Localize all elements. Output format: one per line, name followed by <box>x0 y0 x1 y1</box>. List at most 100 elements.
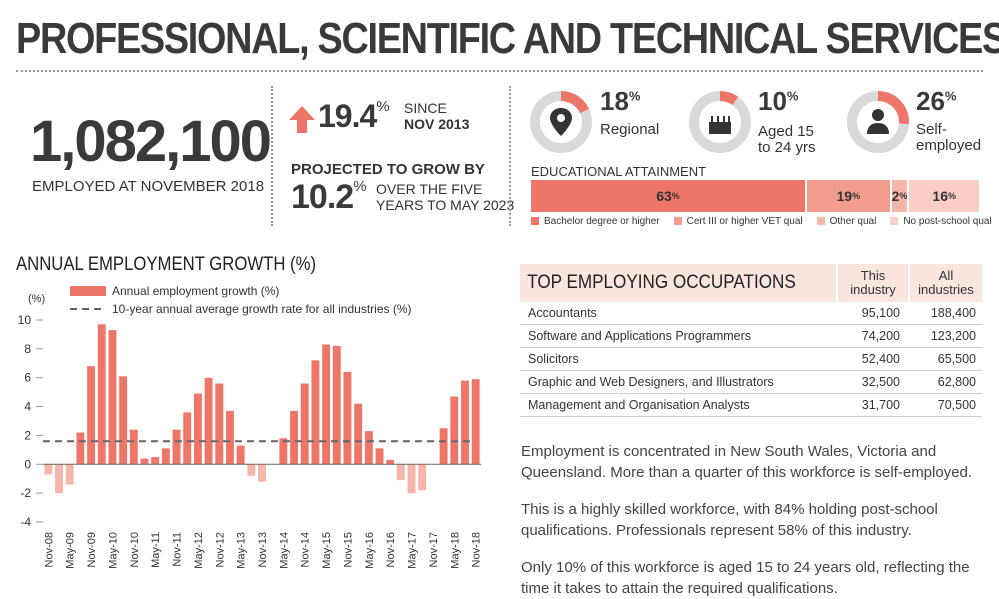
col-all-industries: All industries <box>908 264 982 302</box>
chart-bar <box>141 459 149 465</box>
divider <box>271 86 273 226</box>
y-tick-label: 10 <box>18 313 32 327</box>
chart-bar <box>247 464 255 476</box>
chart-bar <box>440 428 448 464</box>
y-tick-label: 2 <box>24 428 31 442</box>
divider <box>509 86 511 226</box>
x-tick-label: May-16 <box>364 532 376 569</box>
x-tick-label: May-10 <box>107 532 119 569</box>
chart-bar <box>386 460 394 464</box>
up-arrow-icon <box>287 104 317 134</box>
chart-bar <box>226 411 234 464</box>
all-industries-value: 123,200 <box>904 329 982 343</box>
legend-swatch-bars <box>70 286 106 296</box>
this-industry-value: 32,500 <box>830 375 904 389</box>
all-industries-value: 65,500 <box>904 352 982 366</box>
chart-bar <box>44 464 52 474</box>
youth-pct: 10% <box>758 86 798 117</box>
paragraph: Employment is concentrated in New South … <box>521 441 981 483</box>
x-tick-label: May-18 <box>449 532 461 569</box>
this-industry-value: 74,200 <box>830 329 904 343</box>
legend-label: Annual employment growth (%) <box>112 284 279 298</box>
x-tick-label: Nov-14 <box>300 532 312 567</box>
all-industries-value: 188,400 <box>904 306 982 320</box>
this-industry-value: 95,100 <box>830 306 904 320</box>
youth-donut <box>688 90 752 154</box>
chart-title: ANNUAL EMPLOYMENT GROWTH (%) <box>16 254 316 276</box>
employed-caption: EMPLOYED AT NOVEMBER 2018 <box>32 178 264 195</box>
chart-bar <box>55 464 63 493</box>
this-industry-value: 52,400 <box>830 352 904 366</box>
chart-bar <box>205 378 213 465</box>
x-tick-label: Nov-13 <box>257 532 269 567</box>
birthday-cake-icon <box>709 116 731 134</box>
chart-bar <box>450 396 458 464</box>
all-industries-value: 62,800 <box>904 375 982 389</box>
chart-bar <box>162 448 170 464</box>
education-segment: 16% <box>907 180 979 212</box>
x-tick-label: Nov-12 <box>214 532 226 567</box>
x-tick-label: May-13 <box>236 532 248 569</box>
paragraph: This is a highly skilled workforce, with… <box>521 499 981 541</box>
chart-bar <box>311 360 319 464</box>
chart-bar <box>408 464 416 493</box>
y-tick-label: 8 <box>24 342 31 356</box>
occupation-name: Software and Applications Programmers <box>520 329 830 343</box>
person-icon <box>867 109 889 134</box>
y-tick-label: -4 <box>20 515 31 529</box>
x-tick-label: May-12 <box>193 532 205 569</box>
chart-bar <box>87 366 95 464</box>
education-legend-item: Cert III or higher VET qual <box>674 216 803 227</box>
x-tick-label: May-17 <box>407 532 419 569</box>
chart-bar <box>98 324 106 464</box>
x-tick-label: May-15 <box>321 532 333 569</box>
education-legend-item: No post-school qual <box>890 216 991 227</box>
y-tick-label: -2 <box>20 486 31 500</box>
education-segment: 63% <box>531 180 805 212</box>
occupations-header: TOP EMPLOYING OCCUPATIONS This industry … <box>520 264 982 302</box>
projection-value: 10.2% <box>291 178 366 217</box>
chart-bar <box>418 464 426 490</box>
y-tick-label: 4 <box>24 400 31 414</box>
x-tick-label: Nov-10 <box>129 532 141 567</box>
y-tick-label: 0 <box>24 457 31 471</box>
y-tick-label: 6 <box>24 371 31 385</box>
this-industry-value: 31,700 <box>830 398 904 412</box>
chart-bar <box>173 430 181 465</box>
projection-label: PROJECTED TO GROW BY <box>291 161 485 178</box>
chart-bar <box>237 446 245 465</box>
x-tick-label: Nov-15 <box>342 532 354 567</box>
x-tick-label: Nov-18 <box>471 532 483 567</box>
chart-bar <box>472 379 480 464</box>
x-tick-label: Nov-09 <box>86 532 98 567</box>
chart-bar <box>151 457 159 464</box>
regional-donut <box>529 90 593 154</box>
all-industries-value: 70,500 <box>904 398 982 412</box>
chart-bar <box>333 346 341 464</box>
occupation-name: Graphic and Web Designers, and Illustrat… <box>520 375 830 389</box>
paragraph: Only 10% of this workforce is aged 15 to… <box>521 557 981 599</box>
chart-bar <box>354 404 362 465</box>
x-tick-label: May-11 <box>150 532 162 568</box>
chart-bar <box>344 372 352 464</box>
chart-bar <box>322 345 330 465</box>
col-this-industry: This industry <box>836 264 908 302</box>
chart-bar <box>130 430 138 465</box>
self-employed-pct: 26% <box>916 86 956 117</box>
regional-label: Regional <box>600 122 659 138</box>
x-tick-label: Nov-11 <box>172 532 184 567</box>
occupation-name: Management and Organisation Analysts <box>520 398 830 412</box>
page-title: PROFESSIONAL, SCIENTIFIC AND TECHNICAL S… <box>16 14 999 64</box>
regional-pct: 18% <box>600 86 640 117</box>
x-tick-label: May-14 <box>278 532 290 569</box>
title-divider <box>16 70 983 72</box>
chart-bar <box>258 464 266 481</box>
chart-bar <box>301 383 309 464</box>
chart-bar <box>290 411 298 464</box>
